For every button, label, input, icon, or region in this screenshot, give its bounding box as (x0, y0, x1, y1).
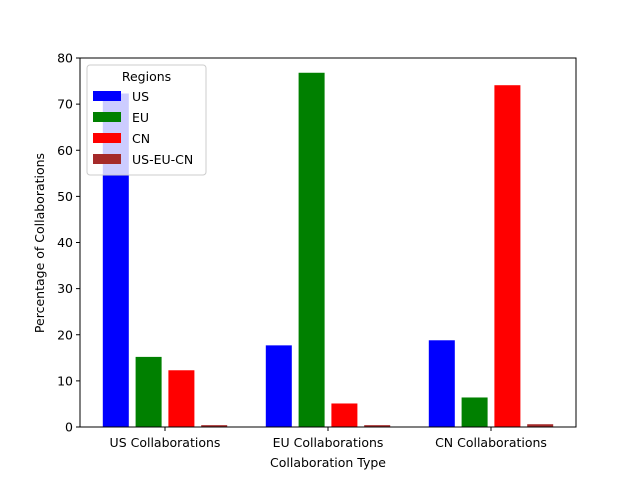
legend-label-us-eu-cn: US-EU-CN (132, 152, 193, 167)
x-tick-label: CN Collaborations (435, 435, 547, 450)
bar-cn-1 (168, 370, 195, 427)
y-tick-label: 70 (57, 97, 73, 112)
y-tick-label: 40 (57, 235, 73, 250)
y-tick-label: 0 (65, 420, 73, 435)
x-axis-label: Collaboration Type (270, 455, 386, 470)
legend-swatch-cn (93, 133, 121, 143)
legend-swatch-eu (93, 112, 121, 122)
y-tick-label: 50 (57, 189, 73, 204)
bar-eu-1 (135, 356, 162, 427)
y-tick-label: 20 (57, 327, 73, 342)
legend-swatch-us (93, 91, 121, 101)
bar-cn-2 (331, 403, 358, 427)
bar-us-eu-cn-3 (527, 424, 554, 427)
axes-layer: 0 10 20 30 40 50 60 70 80 US Collaborations EU Col… (57, 51, 577, 450)
bar-us-eu-cn-1 (201, 425, 228, 427)
bar-us-2 (265, 345, 292, 427)
legend-swatch-us-eu-cn (93, 154, 121, 164)
y-tick-label: 60 (57, 143, 73, 158)
y-axis-label: Percentage of Collaborations (32, 153, 47, 333)
bar-eu-2 (298, 72, 325, 427)
bar-cn-3 (494, 85, 521, 428)
bar-eu-3 (461, 397, 488, 427)
legend-label-us: US (132, 89, 149, 104)
x-tick-label: US Collaborations (110, 435, 221, 450)
legend-label-eu: EU (132, 110, 149, 125)
bar-us-eu-cn-2 (364, 425, 391, 427)
y-tick-label: 10 (57, 373, 73, 388)
y-tick-label: 80 (57, 51, 73, 66)
x-tick-label: EU Collaborations (273, 435, 384, 450)
y-tick-label: 30 (57, 281, 73, 296)
legend-label-cn: CN (132, 131, 150, 146)
legend: Regions US EU CN US-EU-CN (86, 64, 207, 176)
bar-us-3 (428, 340, 455, 427)
legend-title: Regions (122, 69, 171, 84)
